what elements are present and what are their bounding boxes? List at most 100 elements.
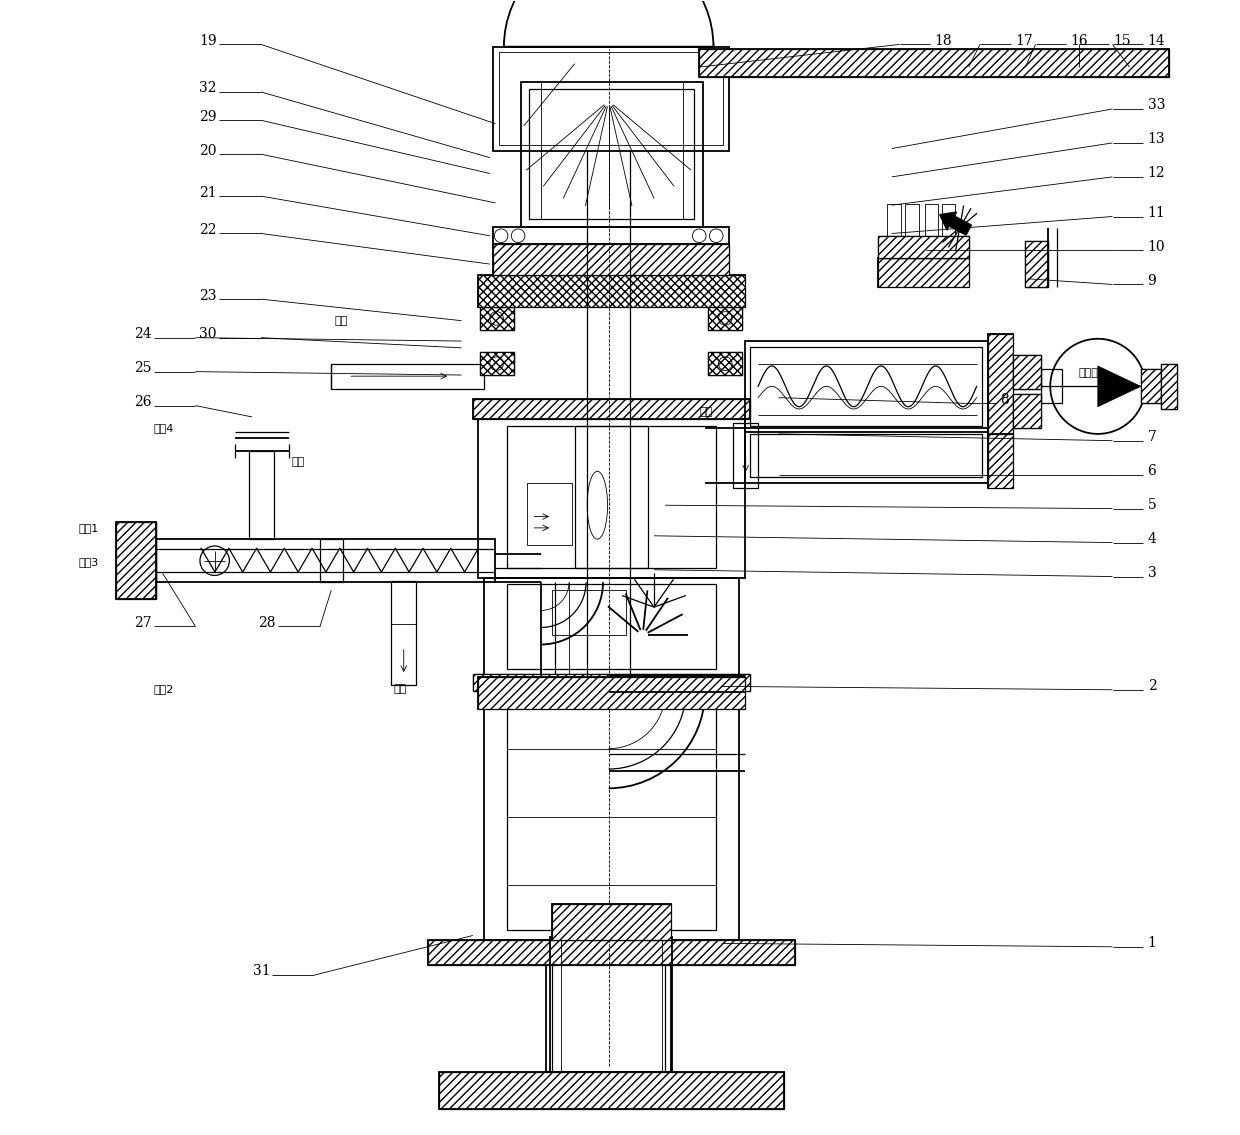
Bar (708, 308, 743, 330)
Bar (479, 276, 744, 308)
Text: 原料4: 原料4 (154, 423, 174, 434)
Bar (439, 1073, 784, 1109)
Bar (708, 352, 743, 375)
Text: 13: 13 (1147, 133, 1166, 146)
Circle shape (511, 229, 525, 243)
Text: 原料3: 原料3 (79, 557, 99, 566)
Bar (479, 678, 744, 709)
Text: 11: 11 (1147, 205, 1166, 220)
Bar (878, 259, 968, 287)
Bar (1161, 363, 1177, 409)
Polygon shape (1097, 365, 1141, 406)
Text: 蒸汽: 蒸汽 (699, 407, 713, 418)
Text: 5: 5 (1147, 498, 1157, 512)
Bar (552, 903, 671, 940)
Bar (527, 482, 573, 545)
Text: 16: 16 (1070, 34, 1089, 48)
Bar (479, 276, 744, 308)
Text: 30: 30 (200, 327, 217, 340)
Text: 原料2: 原料2 (154, 683, 174, 693)
Text: 31: 31 (253, 965, 270, 978)
Text: 26: 26 (134, 395, 151, 409)
Bar (117, 522, 156, 599)
Bar (905, 204, 919, 236)
Bar (480, 308, 513, 330)
Text: 10: 10 (1147, 239, 1166, 254)
Bar (878, 236, 968, 259)
Bar (320, 539, 342, 582)
Bar (480, 352, 513, 375)
Text: 7: 7 (1147, 430, 1157, 444)
Bar (744, 340, 988, 431)
Bar (941, 204, 955, 236)
Bar (549, 936, 672, 1073)
Bar (392, 581, 417, 686)
Bar (1013, 394, 1042, 428)
Bar (750, 434, 982, 477)
Text: 18: 18 (935, 34, 952, 48)
Text: 12: 12 (1147, 167, 1166, 180)
Text: 蒸汽: 蒸汽 (335, 316, 348, 326)
Bar (479, 419, 744, 578)
Bar (480, 352, 513, 375)
Bar (574, 426, 649, 568)
Bar (472, 398, 750, 419)
Bar (878, 259, 968, 287)
Bar (498, 52, 723, 145)
Circle shape (692, 229, 706, 243)
Circle shape (709, 229, 723, 243)
Bar (1141, 369, 1161, 403)
Bar (699, 49, 1169, 77)
Bar (750, 346, 982, 426)
Text: 17: 17 (1016, 34, 1033, 48)
Text: 8: 8 (1001, 393, 1009, 406)
Bar (988, 434, 1013, 488)
Bar (733, 422, 758, 488)
Text: 减阔剂: 减阔剂 (1079, 368, 1099, 378)
Text: 3: 3 (1147, 566, 1157, 580)
Bar (1042, 369, 1061, 403)
Bar (1141, 369, 1161, 403)
Text: 23: 23 (200, 288, 217, 303)
Bar (494, 244, 729, 276)
Bar (708, 352, 743, 375)
Text: 14: 14 (1147, 34, 1166, 48)
Text: 25: 25 (134, 361, 151, 375)
Text: 27: 27 (134, 616, 151, 630)
Bar (988, 335, 1013, 438)
Bar (507, 585, 717, 670)
Bar (472, 674, 750, 691)
Bar (547, 965, 671, 1073)
Text: 29: 29 (200, 110, 217, 124)
Bar (552, 903, 671, 940)
Text: 20: 20 (200, 144, 217, 158)
Text: 1: 1 (1147, 936, 1157, 950)
Text: 22: 22 (200, 222, 217, 237)
Bar (150, 539, 496, 582)
Text: 32: 32 (200, 82, 217, 95)
Bar (744, 428, 988, 482)
Text: 33: 33 (1147, 99, 1166, 112)
Text: 19: 19 (200, 34, 217, 48)
Bar (472, 674, 750, 691)
Text: 6: 6 (1147, 464, 1157, 478)
Bar (480, 308, 513, 330)
Text: 蒸汽: 蒸汽 (393, 683, 407, 693)
Bar (988, 434, 1013, 488)
Bar (484, 680, 739, 940)
Bar (925, 204, 939, 236)
Bar (507, 426, 717, 568)
Bar (1013, 354, 1042, 388)
Text: 15: 15 (1114, 34, 1131, 48)
Bar (522, 82, 703, 227)
Bar (472, 398, 750, 419)
Bar (1025, 242, 1048, 287)
Bar (887, 204, 900, 236)
Bar (708, 308, 743, 330)
Bar (507, 692, 717, 930)
FancyArrow shape (940, 212, 971, 235)
Bar (1025, 242, 1048, 287)
Bar (439, 1073, 784, 1109)
Bar (552, 590, 626, 636)
Text: 28: 28 (258, 616, 275, 630)
